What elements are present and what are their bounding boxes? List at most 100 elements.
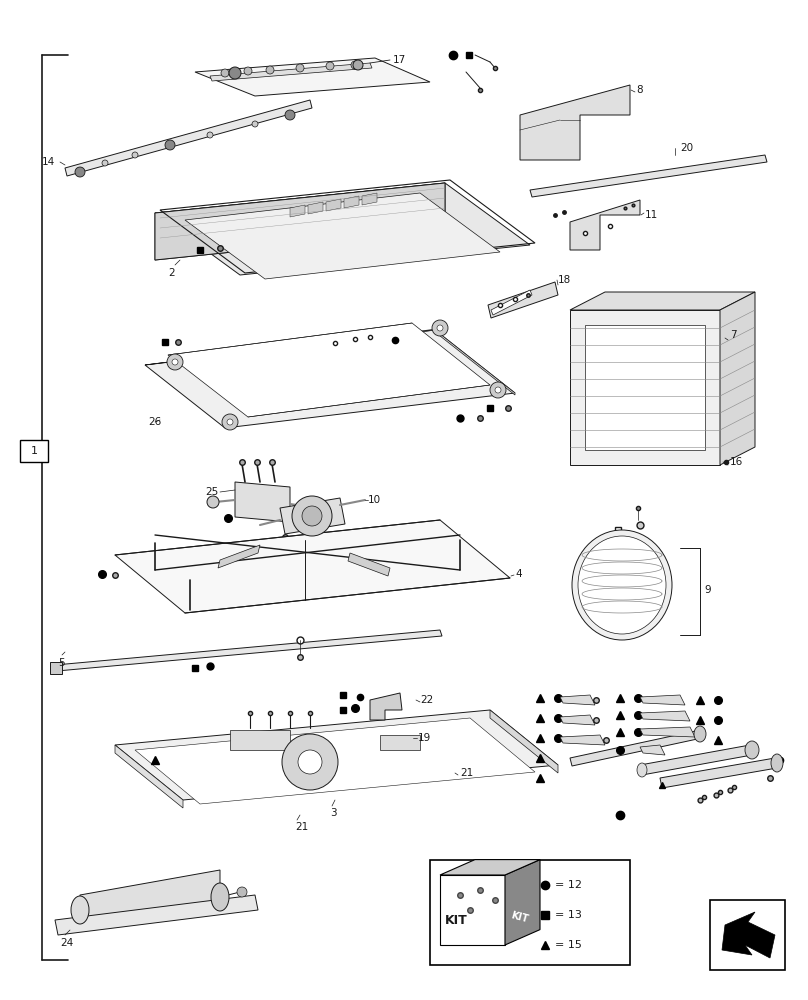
Polygon shape xyxy=(585,325,705,450)
Text: KIT: KIT xyxy=(445,914,468,927)
Circle shape xyxy=(326,62,334,70)
Polygon shape xyxy=(326,199,341,211)
Text: 20: 20 xyxy=(680,143,693,153)
Polygon shape xyxy=(722,912,775,958)
Polygon shape xyxy=(185,193,500,279)
Circle shape xyxy=(167,354,183,370)
Bar xyxy=(20,440,48,462)
Circle shape xyxy=(495,387,501,393)
Polygon shape xyxy=(308,202,323,214)
Polygon shape xyxy=(280,498,345,534)
Polygon shape xyxy=(115,520,510,613)
Circle shape xyxy=(296,64,304,72)
Bar xyxy=(50,662,62,674)
Circle shape xyxy=(302,506,322,526)
Text: 18: 18 xyxy=(558,275,571,285)
Polygon shape xyxy=(570,730,702,766)
Polygon shape xyxy=(55,630,442,671)
Polygon shape xyxy=(344,196,359,208)
Text: 19: 19 xyxy=(418,733,431,743)
Text: 1: 1 xyxy=(31,446,37,456)
Ellipse shape xyxy=(637,763,647,777)
Circle shape xyxy=(307,502,317,512)
Circle shape xyxy=(432,320,448,336)
Polygon shape xyxy=(168,323,490,417)
Polygon shape xyxy=(155,183,445,260)
Circle shape xyxy=(282,734,338,790)
Polygon shape xyxy=(370,693,402,720)
Text: 11: 11 xyxy=(645,210,659,220)
Circle shape xyxy=(172,359,178,365)
Polygon shape xyxy=(570,200,640,250)
Text: 4: 4 xyxy=(515,569,522,579)
Text: 9: 9 xyxy=(704,585,710,595)
Text: 17: 17 xyxy=(393,55,406,65)
Ellipse shape xyxy=(578,536,666,634)
Polygon shape xyxy=(570,292,755,310)
Text: 10: 10 xyxy=(368,495,381,505)
Polygon shape xyxy=(135,718,535,804)
Bar xyxy=(230,730,290,750)
Ellipse shape xyxy=(745,741,759,759)
Circle shape xyxy=(75,167,85,177)
Circle shape xyxy=(244,67,252,75)
Text: = 13: = 13 xyxy=(555,910,582,920)
Text: 24: 24 xyxy=(60,938,74,948)
Text: 25: 25 xyxy=(204,487,218,497)
Text: 21: 21 xyxy=(460,768,473,778)
Ellipse shape xyxy=(71,896,89,924)
Polygon shape xyxy=(440,860,540,875)
Polygon shape xyxy=(640,711,690,721)
Text: 22: 22 xyxy=(420,695,433,705)
Polygon shape xyxy=(80,870,220,925)
Text: 5: 5 xyxy=(58,658,65,668)
Circle shape xyxy=(229,67,241,79)
Polygon shape xyxy=(560,695,595,705)
Polygon shape xyxy=(145,328,445,365)
Circle shape xyxy=(165,140,175,150)
Polygon shape xyxy=(115,745,183,808)
Text: 7: 7 xyxy=(730,330,737,340)
Ellipse shape xyxy=(694,726,706,742)
Bar xyxy=(380,735,420,750)
Ellipse shape xyxy=(771,754,783,772)
Polygon shape xyxy=(440,875,505,945)
Polygon shape xyxy=(115,710,558,800)
Polygon shape xyxy=(235,482,290,522)
Text: 2: 2 xyxy=(168,268,175,278)
Polygon shape xyxy=(435,330,515,395)
Polygon shape xyxy=(155,183,530,275)
Circle shape xyxy=(207,496,219,508)
Polygon shape xyxy=(491,290,532,315)
Polygon shape xyxy=(640,745,752,775)
Text: = 15: = 15 xyxy=(555,940,582,950)
Text: 14: 14 xyxy=(42,157,55,167)
Polygon shape xyxy=(720,292,755,465)
Circle shape xyxy=(252,121,258,127)
Polygon shape xyxy=(195,58,430,96)
Polygon shape xyxy=(520,85,630,160)
Circle shape xyxy=(207,132,213,138)
Circle shape xyxy=(222,414,238,430)
Polygon shape xyxy=(640,727,695,737)
Ellipse shape xyxy=(572,530,672,640)
Circle shape xyxy=(237,887,247,897)
Polygon shape xyxy=(530,155,767,197)
Polygon shape xyxy=(55,895,258,935)
Polygon shape xyxy=(218,545,260,568)
Text: 8: 8 xyxy=(636,85,642,95)
Polygon shape xyxy=(155,183,445,260)
Circle shape xyxy=(353,60,363,70)
Circle shape xyxy=(266,66,274,74)
Bar xyxy=(710,900,785,970)
Circle shape xyxy=(132,152,138,158)
Polygon shape xyxy=(560,715,595,725)
Circle shape xyxy=(285,110,295,120)
Circle shape xyxy=(351,61,359,69)
Circle shape xyxy=(102,160,108,166)
Text: KIT: KIT xyxy=(510,910,530,924)
Circle shape xyxy=(490,382,506,398)
Text: 21: 21 xyxy=(295,822,308,832)
Polygon shape xyxy=(505,860,540,945)
Polygon shape xyxy=(660,758,777,788)
